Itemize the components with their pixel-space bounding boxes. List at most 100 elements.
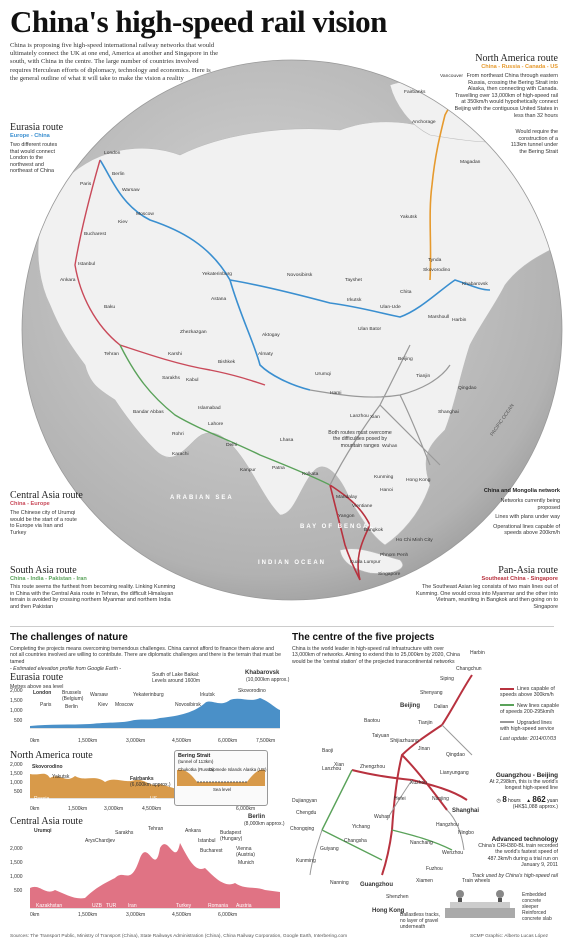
- centre-city: Baotou: [364, 718, 380, 724]
- map-label: Zhezkazgan: [180, 330, 207, 335]
- centre-city: Qingdao: [446, 752, 465, 758]
- central-asia-city: Tehran: [148, 826, 164, 832]
- pan-asia-route-title: Pan-Asia route: [498, 565, 558, 576]
- north-america-ytick: 1,500: [10, 771, 23, 777]
- north-america-route-title: North America route: [475, 53, 558, 64]
- north-america-route-box: North America route China - Russia - Can…: [450, 53, 558, 156]
- central-asia-city: (Austria): [236, 852, 255, 858]
- sea-label: BAY OF BENGAL: [300, 524, 376, 530]
- map-label: Bangkok: [364, 528, 384, 533]
- centre-city: Hefei: [394, 796, 406, 802]
- gb-title: Guangzhou - Beijing: [495, 772, 558, 779]
- centre-city: Fuzhou: [426, 866, 443, 872]
- eurasia-city: Kiev: [98, 702, 108, 708]
- page-title: China's high-speed rail vision: [10, 4, 387, 39]
- map-label: Phnom Penh: [380, 553, 409, 558]
- map-label: Yangon: [338, 514, 355, 519]
- china-network-200kmh: [321, 769, 453, 861]
- eurasia-city: (10,000km approx.): [246, 677, 290, 683]
- challenges-body: Completing the projects means overcoming…: [10, 646, 281, 665]
- centre-city: Dujiangyan: [292, 798, 318, 804]
- map-label: Aktogay: [262, 333, 280, 338]
- north-america-xtick: 3,000km: [104, 806, 124, 812]
- map-label: Tehran: [104, 352, 119, 357]
- map-label: Islamabad: [198, 406, 221, 411]
- china-network-map: [309, 674, 473, 876]
- map-label: Tayshet: [345, 278, 362, 283]
- north-america-xtick: 1,500km: [68, 806, 88, 812]
- map-label: Almaty: [258, 352, 273, 357]
- north-america-city: (6,600km approx.): [130, 782, 171, 788]
- map-label: Ulan Bator: [358, 327, 382, 332]
- map-label: Kanpur: [240, 468, 256, 473]
- sea-label: ARABIAN SEA: [170, 495, 234, 501]
- central-asia-country: Romania: [208, 903, 229, 909]
- footer-credit: SCMP Graphic: Alberto Lucas López: [470, 934, 549, 939]
- centre-legend-item: Upgraded lines with high-speed service: [500, 719, 555, 733]
- bering-inset-label: Diomede Islands: [209, 767, 242, 772]
- eurasia-city: Berlin: [65, 704, 78, 710]
- centre-city: Shijiazhuang: [390, 738, 419, 744]
- central-asia-city: Istanbul: [198, 838, 216, 844]
- gb-stats: ◷ 8 hours ▲ 862 yuan: [496, 794, 558, 804]
- challenges-title: The challenges of nature: [10, 632, 128, 643]
- map-label: Warsaw: [122, 188, 140, 193]
- eurasia-country: GER: [58, 730, 69, 736]
- centre-city: Changchun: [456, 666, 482, 672]
- map-label: Lhasa: [280, 438, 294, 443]
- map-legend-item: Networks currently being proposed: [500, 498, 560, 511]
- centre-legend-item: New lines capable of speeds 200-295km/h: [500, 702, 560, 716]
- sea-label: INDIAN OCEAN: [258, 560, 327, 566]
- footer-sources: Sources: The Transport Public, Ministry …: [10, 934, 348, 939]
- central-asia-ytick: 1,000: [10, 874, 23, 880]
- eurasia-xtick: 6,000km: [218, 738, 238, 744]
- map-label: Ulan-Ude: [380, 305, 401, 310]
- map-label: Hami: [330, 391, 342, 396]
- eurasia-country: Poland: [72, 730, 88, 736]
- centre-city: Lanzhou: [322, 766, 342, 772]
- central-asia-xtick: 6,000km: [218, 912, 238, 918]
- central-asia-city: Sarakhs: [115, 830, 134, 836]
- map-label: Bandar Abbas: [133, 410, 164, 415]
- centre-city: Shanghai: [452, 808, 480, 814]
- landmass-indonesia: [339, 548, 403, 574]
- map-label: Vancouver: [440, 74, 464, 79]
- central-asia-country: TUR: [106, 903, 117, 909]
- eurasia-country: Russia: [194, 730, 210, 736]
- eurasia-city: Paris: [40, 702, 52, 708]
- central-asia-xtick: 4,500km: [172, 912, 192, 918]
- eurasia-ytick: 1,500: [10, 698, 23, 704]
- centre-legend-item: Lines capable of speeds above 300km/h: [500, 686, 555, 699]
- map-label: Irkutsk: [347, 298, 362, 303]
- centre-city: Nanjing: [432, 796, 449, 802]
- central-asia-city: Bucharest: [200, 848, 223, 854]
- bering-strait-inset: Bering Strait (tunnel of 113km) Chukotka…: [174, 750, 268, 806]
- north-america-tunnel-note: Would require the construction of a 113k…: [510, 129, 558, 155]
- north-america-xtick: 6,000km: [236, 806, 256, 812]
- north-america-route-body: From northeast China through eastern Rus…: [454, 73, 558, 119]
- map-label: Moscow: [136, 212, 154, 217]
- pan-asia-route-line: [329, 484, 371, 581]
- china-network-lines: [309, 344, 451, 486]
- eurasia-city: (Belgium): [62, 696, 84, 702]
- central-asia-country: Turkey: [176, 903, 192, 909]
- map-legend-item: Operational lines capable of speeds abov…: [493, 523, 560, 537]
- map-label: Singapore: [378, 572, 401, 577]
- centre-city: Yichang: [352, 824, 370, 830]
- map-label: Tynda: [428, 258, 442, 263]
- central-asia-city: Chardjev: [95, 838, 116, 844]
- eurasia-city: Moscow: [115, 702, 134, 708]
- south-asia-route-body: This route seems the furthest from becom…: [10, 584, 176, 610]
- track-diagram: [445, 890, 515, 918]
- central-asia-city: Vienna: [236, 846, 252, 852]
- centre-city: Xian: [334, 762, 345, 768]
- eurasia-route-title: Eurasia route: [10, 122, 64, 133]
- central-asia-ytick: 1,500: [10, 860, 23, 866]
- central-asia-city: Budapest: [220, 830, 242, 836]
- central-asia-country: UZB: [92, 903, 102, 909]
- clock-icon: ◷: [496, 797, 501, 804]
- map-label: Patna: [272, 466, 285, 471]
- train-icon: ▲: [526, 797, 532, 804]
- map-legend-title: China and Mongolia network: [483, 488, 560, 494]
- central-asia-city: Munich: [238, 860, 255, 866]
